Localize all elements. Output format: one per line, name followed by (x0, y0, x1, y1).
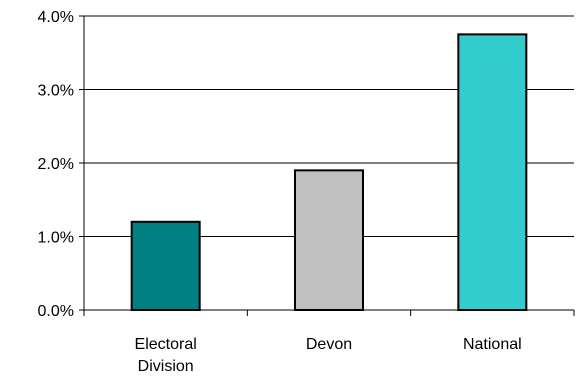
y-tick-label: 4.0% (38, 9, 74, 26)
x-tick-label-line: Devon (306, 336, 352, 353)
x-tick-label: National (463, 336, 522, 353)
y-tick-label: 0.0% (38, 303, 74, 320)
x-tick-label-line: National (463, 336, 522, 353)
bar (130, 220, 201, 311)
y-tick-label: 3.0% (38, 83, 74, 100)
x-tick-label-line: Division (138, 358, 194, 375)
bar (457, 33, 528, 311)
y-tick-label: 1.0% (38, 230, 74, 247)
bar (294, 169, 364, 311)
x-tick-label: Devon (306, 336, 352, 353)
y-tick-label: 2.0% (38, 156, 74, 173)
x-tick-label-line: Electoral (135, 336, 197, 353)
x-tick-label: Electoral Division (135, 336, 197, 375)
